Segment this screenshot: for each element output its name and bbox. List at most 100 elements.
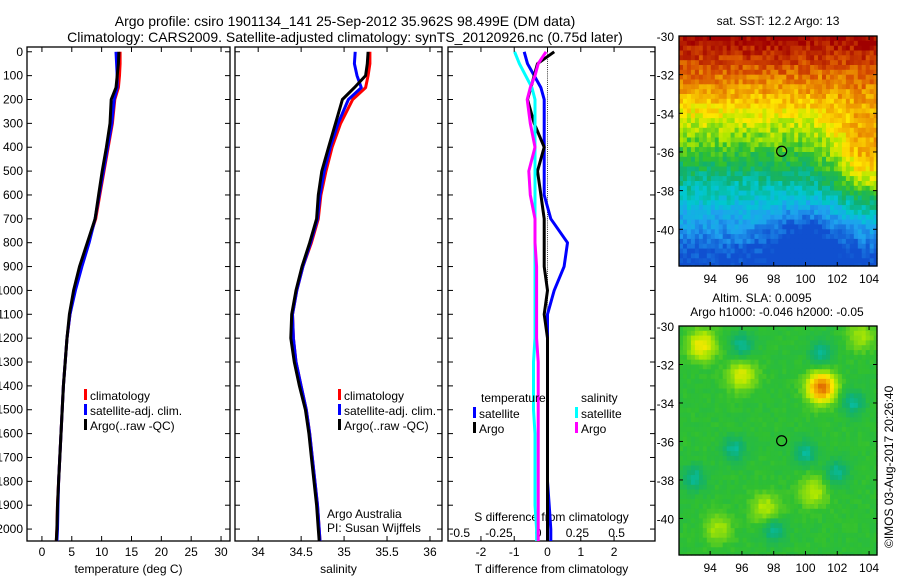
heatmap-cell (726, 103, 732, 109)
x-tick-label: 30 (214, 545, 228, 559)
heatmap-cell (694, 40, 700, 47)
heatmap-cell (710, 234, 716, 240)
heatmap-cell (869, 205, 875, 211)
heatmap-cell (826, 465, 831, 471)
heatmap-cell (857, 475, 863, 481)
heatmap-cell (758, 224, 764, 230)
heatmap-cell (706, 74, 712, 81)
heatmap-cell (683, 84, 688, 90)
heatmap-cell (845, 147, 851, 153)
heatmap-cell (833, 118, 839, 124)
heatmap-cell (683, 209, 688, 216)
heatmap-cell (822, 427, 827, 433)
heatmap-cell (841, 388, 847, 394)
heatmap-cell (833, 69, 839, 76)
heatmap-cell (762, 422, 767, 428)
heatmap-cell (794, 378, 799, 385)
heatmap-cell (762, 489, 767, 495)
heatmap-cell (830, 494, 835, 500)
heatmap-cell (802, 504, 807, 510)
heatmap-cell (826, 190, 831, 196)
heatmap-cell (690, 171, 696, 177)
heatmap-cell (683, 89, 688, 95)
heatmap-cell (758, 258, 764, 264)
heatmap-cell (742, 451, 748, 457)
heatmap-cell (698, 460, 704, 467)
heatmap-cell (762, 253, 767, 259)
heatmap-cell (837, 98, 843, 105)
heatmap-cell (786, 69, 791, 76)
heatmap-cell (726, 50, 732, 56)
heatmap-cell (810, 494, 815, 500)
heatmap-cell (714, 403, 720, 409)
heatmap-cell (806, 494, 811, 500)
heatmap-cell (718, 330, 724, 337)
x2-tick-label: 0.25 (566, 526, 590, 540)
heatmap-cell (873, 431, 878, 438)
heatmap-cell (750, 340, 756, 346)
heatmap-cell (774, 156, 779, 163)
heatmap-cell (782, 427, 787, 433)
heatmap-cell (686, 200, 692, 206)
heatmap-cell (758, 243, 764, 250)
heatmap-cell (738, 412, 744, 418)
heatmap-cell (726, 398, 732, 404)
heatmap-cell (794, 190, 799, 196)
heatmap-cell (873, 455, 878, 462)
heatmap-cell (758, 378, 764, 385)
heatmap-cell (694, 494, 700, 500)
heatmap-cell (722, 470, 728, 476)
heatmap-cell (814, 234, 819, 240)
heatmap-cell (714, 171, 720, 177)
heatmap-cell (782, 489, 787, 495)
heatmap-cell (754, 181, 760, 187)
heatmap-cell (690, 340, 696, 346)
heatmap-cell (786, 132, 791, 138)
heatmap-cell (865, 393, 871, 399)
heatmap-cell (798, 171, 803, 177)
heatmap-cell (837, 176, 843, 182)
heatmap-cell (734, 60, 740, 66)
heatmap-cell (706, 234, 712, 240)
heatmap-cell (790, 335, 795, 341)
heatmap-cell (730, 229, 736, 235)
heatmap-cell (706, 374, 712, 380)
heatmap-cell (714, 84, 720, 90)
heatmap-cell (734, 195, 740, 201)
heatmap-cell (710, 147, 716, 153)
heatmap-cell (746, 205, 752, 211)
heatmap-cell (798, 132, 803, 138)
heatmap-cell (698, 359, 704, 366)
heatmap-cell (845, 451, 851, 457)
heatmap-cell (738, 152, 744, 158)
heatmap-cell (790, 427, 795, 433)
heatmap-cell (750, 436, 756, 443)
heatmap-cell (822, 484, 827, 491)
heatmap-cell (766, 446, 771, 452)
heatmap-cell (750, 185, 756, 192)
heatmap-cell (818, 407, 823, 414)
heatmap-cell (869, 127, 875, 134)
heatmap-cell (750, 460, 756, 467)
heatmap-cell (730, 253, 736, 259)
heatmap-cell (806, 185, 811, 192)
heatmap-cell (794, 166, 799, 172)
heatmap-cell (734, 45, 740, 52)
heatmap-cell (865, 45, 871, 52)
heatmap-cell (722, 79, 728, 85)
heatmap-cell (722, 60, 728, 66)
heatmap-cell (734, 263, 740, 267)
heatmap-cell (702, 181, 708, 187)
heatmap-cell (702, 195, 708, 201)
heatmap-cell (865, 407, 871, 414)
heatmap-cell (734, 470, 740, 476)
heatmap-cell (698, 412, 704, 418)
heatmap-cell (679, 446, 684, 452)
heatmap-cell (679, 103, 684, 109)
heatmap-cell (822, 513, 827, 519)
heatmap-cell (782, 508, 787, 515)
heatmap-cell (774, 45, 779, 52)
heatmap-cell (806, 441, 811, 447)
heatmap-cell (710, 431, 716, 438)
heatmap-cell (762, 335, 767, 341)
